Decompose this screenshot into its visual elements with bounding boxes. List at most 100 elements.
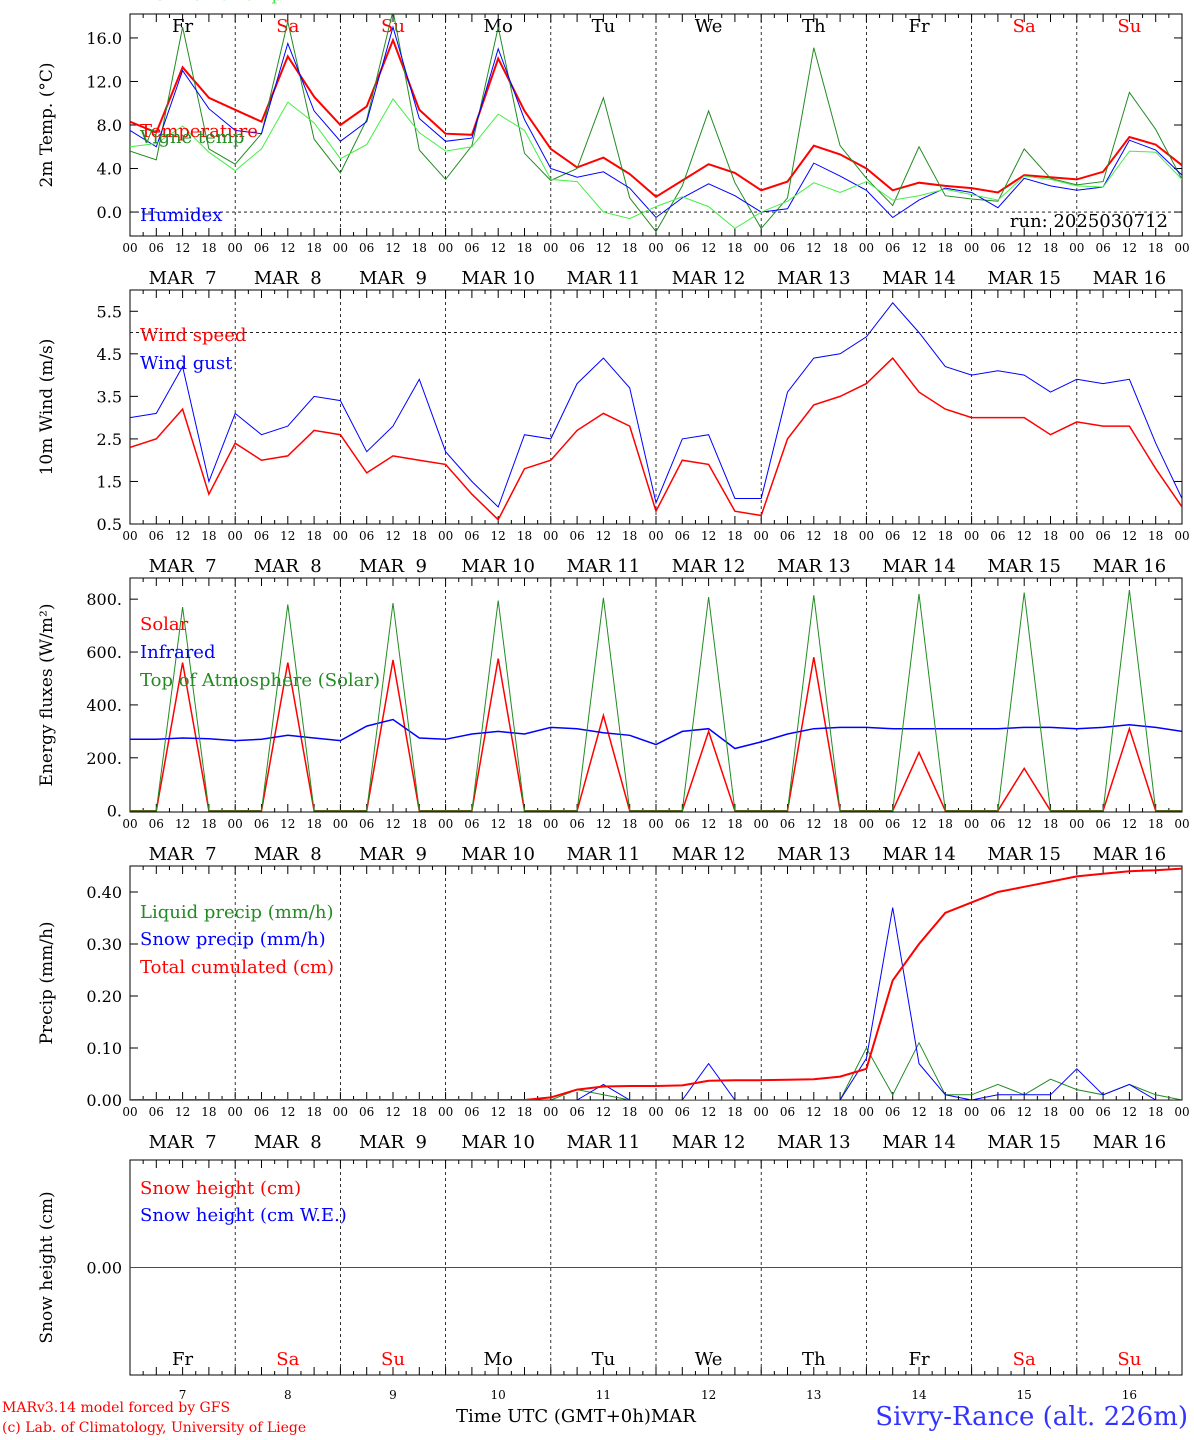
- date-label: MAR 8: [254, 268, 322, 289]
- y-axis-label: Snow height (cm): [37, 1191, 57, 1343]
- date-label: MAR 14: [882, 556, 956, 577]
- hour-tick-label: 12: [911, 817, 926, 831]
- hour-tick-label: 18: [306, 529, 321, 543]
- hour-tick-label: 00: [438, 529, 453, 543]
- date-label: MAR 12: [672, 268, 746, 289]
- hour-tick-label: 00: [438, 817, 453, 831]
- date-label: MAR 8: [254, 1132, 322, 1153]
- legend-entry: Total cumulated (cm): [140, 957, 334, 978]
- day-number-label: 15: [1017, 1388, 1032, 1402]
- hour-tick-label: 12: [280, 241, 295, 255]
- hour-tick-label: 12: [1122, 817, 1137, 831]
- hour-tick-label: 06: [1095, 241, 1110, 255]
- hour-tick-label: 18: [938, 529, 953, 543]
- hour-tick-label: 12: [701, 529, 716, 543]
- hour-tick-label: 12: [1017, 529, 1032, 543]
- hour-tick-label: 00: [333, 529, 348, 543]
- hour-tick-label: 18: [622, 817, 637, 831]
- hour-tick-label: 12: [806, 817, 821, 831]
- hour-tick-label: 18: [727, 1105, 742, 1119]
- hour-tick-label: 18: [832, 241, 847, 255]
- hour-tick-label: 12: [596, 241, 611, 255]
- date-label: MAR 12: [672, 556, 746, 577]
- hour-tick-label: 18: [727, 817, 742, 831]
- weekday-label: Th: [802, 16, 826, 37]
- hour-tick-label: 12: [596, 529, 611, 543]
- hour-tick-label: 12: [385, 241, 400, 255]
- date-label: MAR 15: [987, 556, 1061, 577]
- hour-tick-label: 18: [412, 529, 427, 543]
- hour-tick-label: 12: [596, 1105, 611, 1119]
- hour-tick-label: 12: [491, 529, 506, 543]
- y-tick-label: 2.5: [97, 430, 122, 449]
- y-tick-label: 0.: [107, 802, 122, 821]
- hour-tick-label: 18: [727, 529, 742, 543]
- hour-tick-label: 00: [333, 241, 348, 255]
- hour-tick-label: 00: [754, 817, 769, 831]
- series-line-temperature: [130, 37, 1182, 199]
- series-line-wind-gust: [130, 302, 1182, 508]
- hour-tick-label: 18: [622, 241, 637, 255]
- hour-tick-label: 12: [175, 1105, 190, 1119]
- hour-tick-label: 00: [648, 241, 663, 255]
- y-tick-label: 600.: [86, 643, 122, 662]
- run-annotation: run: 2025030712: [1010, 211, 1168, 232]
- day-number-label: 16: [1122, 1388, 1137, 1402]
- date-label: MAR 9: [359, 1132, 427, 1153]
- date-label: MAR 7: [149, 1132, 217, 1153]
- hour-tick-label: 12: [701, 817, 716, 831]
- hour-tick-label: 06: [780, 817, 795, 831]
- hour-tick-label: 00: [1069, 817, 1084, 831]
- hour-tick-label: 18: [1043, 241, 1058, 255]
- date-label: MAR 7: [149, 844, 217, 865]
- panel-3: 0. 200. 400. 600. 800. Energy fluxes (W/m²) 00…: [37, 577, 1190, 865]
- hour-tick-label: 06: [885, 817, 900, 831]
- weekday-label: Fr: [908, 1349, 929, 1370]
- weekday-label: Tu: [592, 1349, 616, 1370]
- series-line-wind-speed: [130, 356, 1182, 521]
- hour-tick-label: 00: [122, 817, 137, 831]
- date-label: MAR 13: [777, 844, 851, 865]
- hour-tick-label: 06: [990, 1105, 1005, 1119]
- date-label: MAR 13: [777, 1132, 851, 1153]
- hour-tick-label: 12: [911, 1105, 926, 1119]
- hour-tick-label: 00: [859, 529, 874, 543]
- legend-entry: Snow precip (mm/h): [140, 929, 326, 950]
- day-number-label: 8: [284, 1388, 292, 1402]
- weekday-label: Mo: [484, 1349, 513, 1370]
- date-label: MAR 14: [882, 844, 956, 865]
- hour-tick-label: 12: [911, 529, 926, 543]
- hour-tick-label: 18: [1148, 817, 1163, 831]
- hour-tick-label: 00: [1174, 817, 1189, 831]
- y-tick-label: 4.5: [97, 345, 122, 364]
- date-label: MAR 15: [987, 844, 1061, 865]
- hour-tick-label: 18: [622, 529, 637, 543]
- y-axis-label: 10m Wind (m/s): [37, 339, 57, 476]
- hour-tick-label: 12: [701, 1105, 716, 1119]
- hour-tick-label: 18: [201, 1105, 216, 1119]
- hour-tick-label: 06: [464, 817, 479, 831]
- weekday-label: Sa: [1013, 16, 1036, 37]
- weekday-label: Tu: [592, 16, 616, 37]
- hour-tick-label: 12: [1017, 817, 1032, 831]
- hour-tick-label: 00: [543, 241, 558, 255]
- hour-tick-label: 18: [306, 241, 321, 255]
- hour-tick-label: 00: [1069, 529, 1084, 543]
- date-label: MAR 15: [987, 1132, 1061, 1153]
- date-label: MAR 12: [672, 844, 746, 865]
- weekday-label: Fr: [172, 16, 193, 37]
- hour-tick-label: 12: [806, 1105, 821, 1119]
- day-number-label: 14: [911, 1388, 927, 1402]
- lab-credit: (c) Lab. of Climatology, University of L…: [2, 1420, 307, 1436]
- hour-tick-label: 06: [464, 241, 479, 255]
- panel-1: 0.0 4.0 8.0 12.0 16.0 2m Temp. (°C) 00 06 12 18 00…: [37, 0, 1190, 289]
- time-axis-label: Time UTC (GMT+0h): [456, 1406, 651, 1427]
- month-label: MAR: [650, 1406, 696, 1427]
- series-line-total-cumulated-cm: [130, 867, 1182, 1100]
- hour-tick-label: 06: [254, 817, 269, 831]
- hour-tick-label: 12: [175, 817, 190, 831]
- hour-tick-label: 12: [491, 817, 506, 831]
- hour-tick-label: 06: [885, 529, 900, 543]
- y-tick-label: 0.0: [97, 203, 122, 222]
